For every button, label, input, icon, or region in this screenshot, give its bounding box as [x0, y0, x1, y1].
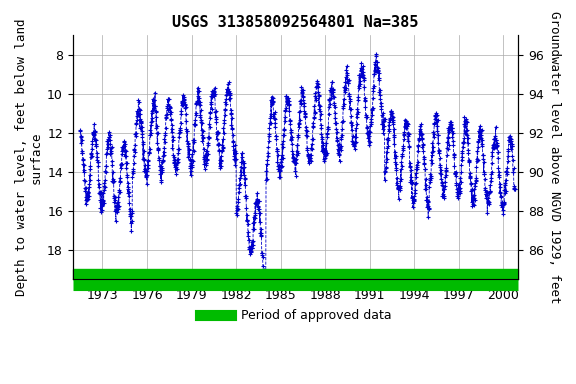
Y-axis label: Groundwater level above NGVD 1929, feet: Groundwater level above NGVD 1929, feet [548, 11, 561, 304]
Y-axis label: Depth to water level, feet below land
surface: Depth to water level, feet below land su… [15, 19, 43, 296]
Title: USGS 313858092564801 Na=385: USGS 313858092564801 Na=385 [172, 15, 419, 30]
Bar [73, 269, 518, 280]
Legend: Period of approved data: Period of approved data [195, 304, 396, 327]
